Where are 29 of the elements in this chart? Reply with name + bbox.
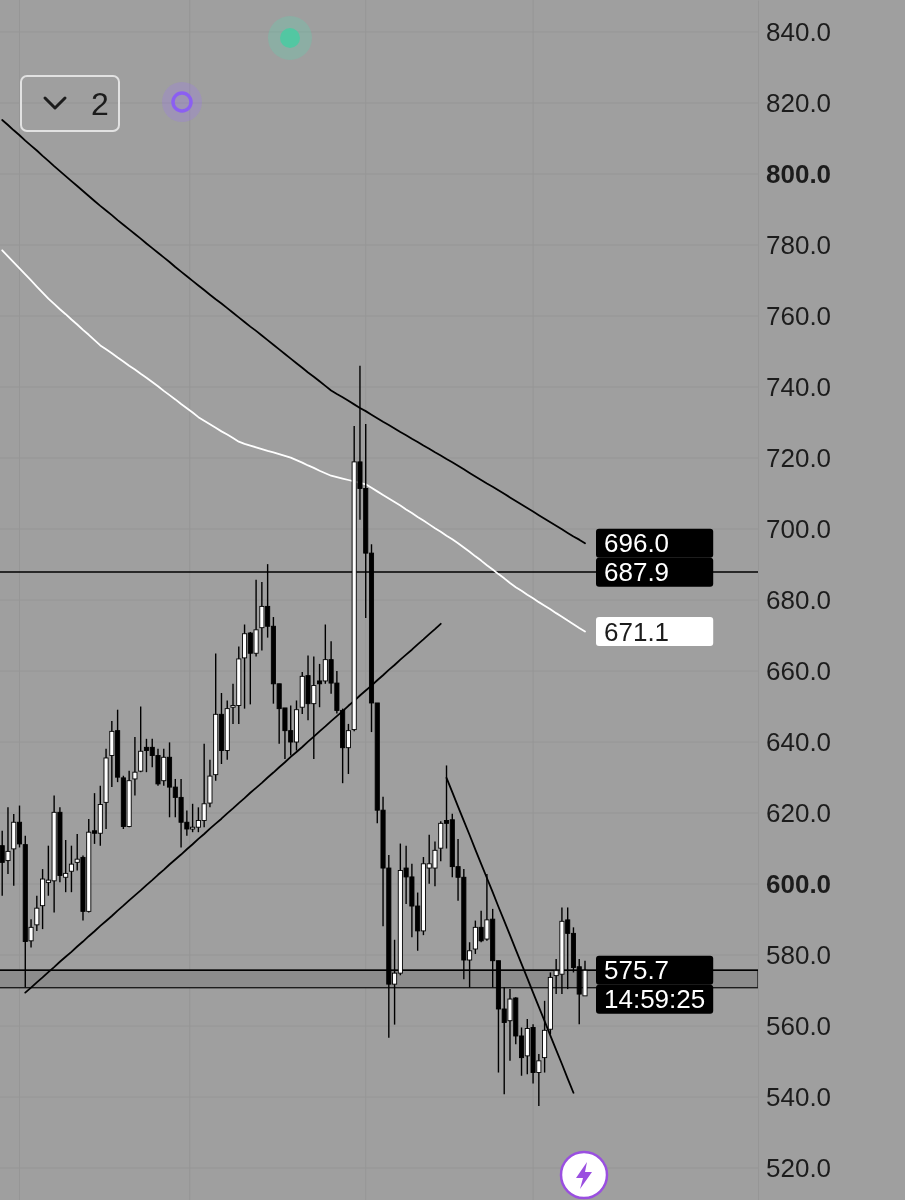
y-tick-label: 560.0 — [766, 1010, 832, 1041]
annotation: 2 — [91, 86, 109, 122]
ref-line-label: 575.7 — [604, 955, 670, 986]
annotation: 14:59:25 — [604, 984, 706, 1015]
y-tick-label: 820.0 — [766, 87, 832, 118]
candlestick — [68, 844, 74, 893]
y-tick-label: 720.0 — [766, 442, 832, 473]
y-tick-label: 620.0 — [766, 797, 832, 828]
line-series — [1, 119, 586, 545]
y-tick-label: 520.0 — [766, 1152, 832, 1183]
candlestick — [132, 736, 138, 797]
y-tick-label: 640.0 — [766, 726, 832, 757]
candlestick — [138, 705, 144, 773]
y-tick-label: 740.0 — [766, 371, 832, 402]
y-tick-label: 780.0 — [766, 229, 832, 260]
dropdown-button: 2 — [20, 75, 120, 132]
y-tick-label: 600.0 — [766, 868, 832, 899]
y-tick-label: 540.0 — [766, 1081, 832, 1112]
y-tick-label: 660.0 — [766, 655, 832, 686]
y-tick-label: 680.0 — [766, 584, 832, 615]
y-tick-label: 840.0 — [766, 16, 832, 47]
candlestick — [34, 895, 40, 932]
y-tick-label: 580.0 — [766, 939, 832, 970]
data-label: 696.0 — [604, 528, 670, 559]
data-label: 671.1 — [604, 616, 670, 647]
y-tick-label: 800.0 — [766, 158, 832, 189]
y-tick-label: 700.0 — [766, 513, 832, 544]
ref-line-label: 687.9 — [604, 557, 670, 588]
y-tick-label: 760.0 — [766, 300, 832, 331]
